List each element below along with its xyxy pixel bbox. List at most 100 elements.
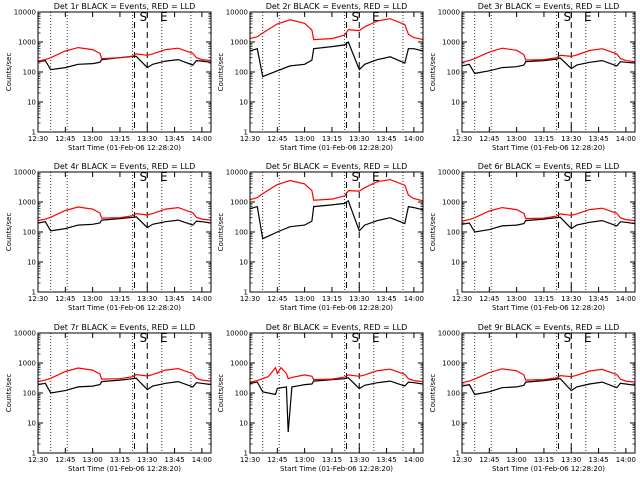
plot-frame (37, 332, 212, 454)
y-tick-label: 10000 (438, 169, 460, 177)
marker-label-s: S (139, 10, 147, 24)
panel-5: S E 1 10 100 1000 10000 12:30 12:45 13:00 13:15 13:… (217, 162, 424, 312)
series-events-line (461, 57, 636, 75)
panel-title: Det 4r BLACK = Events, RED = LLD (54, 162, 196, 171)
y-tick-label: 1 (456, 129, 460, 137)
x-tick-label: 13:30 (349, 295, 369, 303)
y-tick-label: 1 (32, 289, 36, 297)
series-lld-line (37, 367, 212, 383)
x-tick-label: 13:45 (588, 456, 608, 464)
x-tick-label: 13:30 (137, 456, 157, 464)
x-tick-label: 12:30 (452, 456, 472, 464)
y-tick-label: 1000 (442, 360, 460, 368)
x-tick-label: 12:45 (479, 135, 499, 143)
series-lld-line (249, 366, 424, 383)
x-axis-label: Start Time (01-Feb-06 12:28:20) (492, 304, 605, 312)
y-tick-label: 10 (27, 420, 36, 428)
x-tick-label: 14:00 (616, 295, 636, 303)
x-tick-label: 13:00 (83, 135, 103, 143)
x-tick-label: 12:30 (452, 295, 472, 303)
marker-label-e: E (372, 10, 380, 24)
y-tick-label: 1000 (442, 199, 460, 207)
series-events-line (249, 377, 424, 433)
x-tick-label: 14:00 (192, 295, 212, 303)
y-tick-label: 1000 (230, 199, 248, 207)
y-tick-label: 10 (239, 420, 248, 428)
x-axis-label: Start Time (01-Feb-06 12:28:20) (492, 144, 605, 152)
series-lld-line (461, 368, 636, 384)
y-tick-label: 100 (235, 69, 248, 77)
x-tick-label: 12:30 (240, 135, 260, 143)
series-lld-line (461, 47, 636, 63)
x-tick-label: 13:15 (534, 135, 554, 143)
x-tick-label: 12:30 (28, 456, 48, 464)
x-tick-label: 13:30 (137, 135, 157, 143)
y-tick-label: 10000 (438, 9, 460, 17)
x-tick-label: 13:45 (164, 135, 184, 143)
x-tick-label: 12:30 (28, 295, 48, 303)
x-tick-label: 13:15 (322, 135, 342, 143)
x-tick-label: 13:15 (534, 295, 554, 303)
marker-label-e: E (372, 331, 380, 345)
x-tick-label: 14:00 (616, 135, 636, 143)
series-events-line (461, 216, 636, 233)
y-axis-label: Counts/sec (429, 374, 437, 413)
marker-label-s: S (351, 331, 359, 345)
x-tick-label: 13:00 (295, 295, 315, 303)
x-tick-label: 13:15 (110, 295, 130, 303)
x-tick-label: 13:00 (83, 295, 103, 303)
y-tick-label: 1000 (18, 39, 36, 47)
x-tick-label: 12:45 (479, 295, 499, 303)
plot-frame (461, 332, 636, 454)
x-tick-label: 13:00 (507, 456, 527, 464)
marker-label-e: E (372, 170, 380, 184)
marker-label-e: E (584, 331, 592, 345)
x-axis-label: Start Time (01-Feb-06 12:28:20) (68, 465, 181, 473)
x-tick-label: 14:00 (404, 135, 424, 143)
y-tick-label: 100 (23, 69, 36, 77)
series-events-line (37, 216, 212, 232)
y-tick-label: 10000 (438, 330, 460, 338)
panel-title: Det 5r BLACK = Events, RED = LLD (266, 162, 408, 171)
x-axis-label: Start Time (01-Feb-06 12:28:20) (68, 144, 181, 152)
x-axis-label: Start Time (01-Feb-06 12:28:20) (280, 144, 393, 152)
x-axis-label: Start Time (01-Feb-06 12:28:20) (280, 304, 393, 312)
y-axis-label: Counts/sec (429, 213, 437, 252)
panel-title: Det 3r BLACK = Events, RED = LLD (478, 2, 620, 11)
x-tick-label: 14:00 (404, 295, 424, 303)
y-tick-label: 100 (23, 390, 36, 398)
y-tick-label: 10 (27, 99, 36, 107)
y-tick-label: 10000 (14, 9, 36, 17)
marker-label-s: S (139, 170, 147, 184)
y-tick-label: 1000 (230, 360, 248, 368)
marker-label-e: E (584, 10, 592, 24)
y-axis-label: Counts/sec (5, 213, 13, 252)
panel-title: Det 1r BLACK = Events, RED = LLD (54, 2, 196, 11)
panel-title: Det 9r BLACK = Events, RED = LLD (478, 323, 620, 332)
y-tick-label: 100 (23, 229, 36, 237)
x-tick-label: 13:45 (164, 456, 184, 464)
x-tick-label: 13:15 (534, 456, 554, 464)
y-axis-label: Counts/sec (5, 374, 13, 413)
x-axis-label: Start Time (01-Feb-06 12:28:20) (492, 465, 605, 473)
marker-label-s: S (563, 170, 571, 184)
plot-frame (37, 171, 212, 293)
x-tick-label: 12:45 (267, 295, 287, 303)
x-tick-label: 13:00 (83, 456, 103, 464)
series-lld-line (37, 46, 212, 62)
y-tick-label: 1000 (230, 39, 248, 47)
panel-title: Det 8r BLACK = Events, RED = LLD (266, 323, 408, 332)
marker-label-e: E (160, 170, 168, 184)
panel-4: S E 1 10 100 1000 10000 12:30 12:45 13:00 13:15 13:… (5, 162, 212, 312)
y-tick-label: 10000 (226, 330, 248, 338)
panel-title: Det 7r BLACK = Events, RED = LLD (54, 323, 196, 332)
panel-3: S E 1 10 100 1000 10000 12:30 12:45 13:00 13:15 13:… (429, 2, 636, 152)
x-tick-label: 12:30 (28, 135, 48, 143)
plot-frame (249, 11, 424, 133)
y-tick-label: 1 (32, 450, 36, 458)
y-tick-label: 100 (447, 390, 460, 398)
x-tick-label: 13:30 (349, 135, 369, 143)
x-tick-label: 13:45 (376, 295, 396, 303)
y-tick-label: 1 (456, 450, 460, 458)
y-tick-label: 1000 (18, 199, 36, 207)
